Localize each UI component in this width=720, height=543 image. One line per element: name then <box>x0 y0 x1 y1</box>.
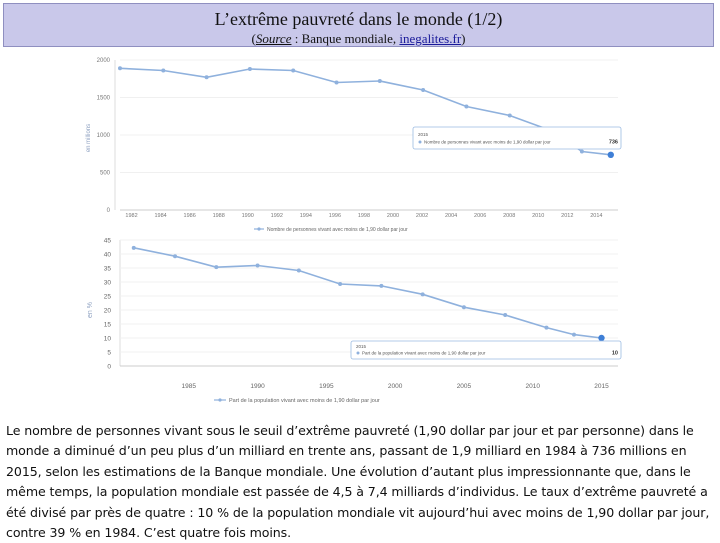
data-point <box>334 80 339 85</box>
title-banner: L’extrême pauvreté dans le monde (1/2) (… <box>3 3 714 47</box>
tooltip-value: 736 <box>609 140 618 146</box>
source-label: Source <box>255 31 292 46</box>
chart-poor-share: 0 5 10 15 20 25 30 35 40 45 en % 1985 1990 1995 2000 20… <box>78 230 633 418</box>
source-link[interactable]: inegalites.fr <box>399 31 462 46</box>
data-point <box>377 79 382 83</box>
x-tick-label: 2010 <box>525 383 540 390</box>
y-tick-label: 45 <box>104 238 112 245</box>
data-point <box>296 268 301 273</box>
y-tick-label: 35 <box>104 266 112 273</box>
x-tick-label: 2010 <box>532 213 544 219</box>
chart1-svg: 0 500 1000 1500 2000 en millions 1982 1984 1986 1… <box>86 58 622 232</box>
x-tick-label: 1990 <box>250 383 265 390</box>
x-tick-label: 2000 <box>388 383 403 390</box>
x-tick-label: 1998 <box>358 213 370 219</box>
x-tick-label: 2006 <box>474 213 486 219</box>
x-tick-label: 1990 <box>242 213 254 219</box>
source-line: (Source : Banque mondiale, inegalites.fr… <box>251 31 466 46</box>
y-tick-label: 1500 <box>97 96 111 102</box>
x-tick-label: 1982 <box>125 213 137 219</box>
tooltip-label: Part de la population vivant avec moins … <box>362 351 486 356</box>
data-point <box>598 334 605 342</box>
x-tick-label: 2002 <box>416 213 428 219</box>
x-tick-label: 2005 <box>457 383 472 390</box>
tooltip-box <box>350 340 622 360</box>
x-tick-label: 1996 <box>329 213 341 219</box>
tooltip-box <box>412 126 622 150</box>
data-point <box>461 305 466 310</box>
y-tick-label: 500 <box>100 171 111 177</box>
data-point <box>507 113 512 118</box>
y-axis-title: en millions <box>86 124 92 152</box>
y-tick-label: 20 <box>104 308 112 315</box>
data-point <box>338 281 343 286</box>
data-point <box>214 265 219 270</box>
data-point <box>544 325 549 330</box>
data-point <box>420 292 425 297</box>
chart-poor-count: 0 500 1000 1500 2000 en millions 1982 1984 1986 1… <box>78 50 633 232</box>
x-tick-label: 2004 <box>445 213 457 219</box>
data-point <box>379 283 384 288</box>
data-point <box>173 254 178 259</box>
y-tick-label: 2000 <box>97 58 111 64</box>
x-tick-label: 2008 <box>503 213 515 219</box>
data-point <box>579 149 584 154</box>
y-tick-label: 0 <box>107 208 111 214</box>
data-point <box>161 68 166 73</box>
tooltip: 2015 Part de la population vivant avec mo… <box>350 340 622 360</box>
data-point <box>131 245 136 250</box>
data-point <box>291 68 296 73</box>
legend-marker <box>257 227 261 231</box>
x-tick-label: 2014 <box>590 213 602 219</box>
data-point <box>118 66 122 71</box>
y-tick-label: 10 <box>104 336 112 343</box>
legend-marker <box>218 398 222 402</box>
y-tick-label: 30 <box>104 280 112 287</box>
tooltip: 2015 Nombre de personnes vivant avec moin… <box>412 126 622 150</box>
y-tick-label: 25 <box>104 294 112 301</box>
data-point <box>571 332 576 337</box>
x-tick-label: 2000 <box>387 213 399 219</box>
tooltip-year: 2015 <box>418 132 429 137</box>
y-tick-label: 1000 <box>97 133 111 139</box>
source-text: : Banque mondiale, <box>291 31 400 46</box>
chart2-svg: 0 5 10 15 20 25 30 35 40 45 en % 1985 1990 1995 2000 20… <box>87 238 622 404</box>
tooltip-label: Nombre de personnes vivant avec moins de… <box>424 140 551 145</box>
y-tick-label: 5 <box>107 350 111 357</box>
data-point <box>503 313 508 318</box>
data-point <box>204 75 209 80</box>
x-tick-label: 1986 <box>184 213 196 219</box>
tooltip-year: 2015 <box>356 344 367 349</box>
tooltip-marker <box>356 351 360 355</box>
x-tick-label: 1988 <box>213 213 225 219</box>
x-tick-label: 1984 <box>154 213 166 219</box>
y-tick-label: 40 <box>104 252 112 259</box>
source-close: ) <box>461 31 466 46</box>
data-point <box>247 67 252 71</box>
y-axis-title: en % <box>87 302 94 318</box>
x-tick-label: 1995 <box>319 383 334 390</box>
data-point <box>255 263 260 268</box>
y-tick-label: 15 <box>104 322 112 329</box>
y-tick-label: 0 <box>107 364 111 371</box>
legend-label: Part de la population vivant avec moins … <box>229 398 380 404</box>
x-tick-label: 1985 <box>182 383 197 390</box>
data-point <box>421 88 426 92</box>
data-point <box>464 104 469 109</box>
x-tick-label: 1992 <box>271 213 283 219</box>
data-point <box>607 151 614 158</box>
body-paragraph: Le nombre de personnes vivant sous le se… <box>6 423 710 541</box>
legend-label: Nombre de personnes vivant avec moins de… <box>267 227 408 232</box>
tooltip-marker <box>418 140 422 144</box>
x-tick-label: 1994 <box>300 213 312 219</box>
tooltip-value: 10 <box>612 351 618 357</box>
x-tick-label: 2012 <box>561 213 573 219</box>
page-title: L’extrême pauvreté dans le monde (1/2) <box>214 9 503 29</box>
x-tick-label: 2015 <box>594 383 609 390</box>
